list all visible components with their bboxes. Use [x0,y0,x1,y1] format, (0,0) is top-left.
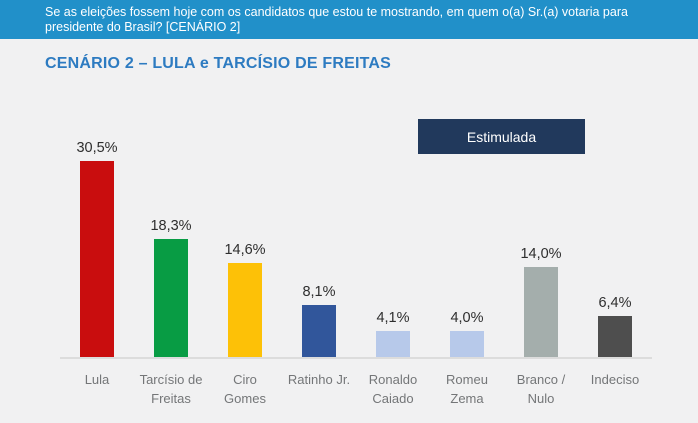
category-label-tarc-sio-de-freitas: Tarcísio de Freitas [134,370,208,408]
page-title: CENÁRIO 2 – LULA e TARCÍSIO DE FREITAS [45,55,391,72]
category-label-ronaldo-caiado: Ronaldo Caiado [356,370,430,408]
bar-lula [80,160,114,357]
category-label-line: Tarcísio de [139,372,203,387]
bar-ronaldo-caiado [376,330,410,357]
bar-romeu-zema [450,331,484,357]
bar-value-label: 14,0% [520,245,562,262]
category-label-ciro-gomes: Ciro Gomes [208,370,282,408]
bar-column-ronaldo-caiado: 4,1% [356,310,430,357]
bar-column-tarc-sio-de-freitas: 18,3% [134,218,208,357]
bar-column-ciro-gomes: 14,6% [208,242,282,357]
bar-value-label: 8,1% [302,283,336,300]
category-label-line: Zema [450,391,484,406]
bar-value-label: 6,4% [598,294,632,311]
category-label-line: Ronaldo [368,372,418,387]
chart-bars-area: 30,5% 18,3% 14,6% 8,1% 4,1% 4,0% 14,0% 6,4% [60,118,652,359]
bar-indeciso [598,315,632,357]
category-label-line: Gomes [224,391,266,406]
category-label-line: Nulo [527,391,555,406]
bar-column-ratinho-jr: 8,1% [282,284,356,357]
bar-tarc-sio-de-freitas [154,239,188,357]
bar-chart: 30,5% 18,3% 14,6% 8,1% 4,1% 4,0% 14,0% 6,4% Lul… [60,118,652,408]
bar-column-branco-nulo: 14,0% [504,246,578,357]
category-label-line: Branco / [516,372,566,387]
bar-value-label: 14,6% [224,242,266,259]
bar-column-indeciso: 6,4% [578,295,652,357]
bar-value-label: 30,5% [76,139,118,156]
bar-column-romeu-zema: 4,0% [430,310,504,357]
category-label-lula: Lula [60,370,134,408]
category-label-line: Romeu [446,372,488,387]
category-label-line: Ciro [233,372,257,387]
category-label-romeu-zema: Romeu Zema [430,370,504,408]
category-label-branco-nulo: Branco / Nulo [504,370,578,408]
bar-value-label: 4,1% [376,309,410,326]
bar-value-label: 4,0% [450,310,484,327]
category-label-line: Ratinho Jr. [287,372,351,387]
category-label-line: Lula [84,372,110,387]
bar-branco-nulo [524,266,558,357]
category-label-ratinho-jr: Ratinho Jr. [282,370,356,408]
bar-ratinho-jr [302,304,336,357]
category-label-indeciso: Indeciso [578,370,652,408]
category-label-line: Caiado [372,391,414,406]
bar-value-label: 18,3% [150,218,192,235]
category-label-line: Indeciso [590,372,640,387]
bar-ciro-gomes [228,263,262,357]
chart-category-labels: Lula Tarcísio de Freitas Ciro Gomes Ratinho J… [60,370,652,408]
category-label-line: Freitas [151,391,191,406]
bar-column-lula: 30,5% [60,140,134,357]
question-header-bar: Se as eleições fossem hoje com os candid… [0,0,698,39]
stimulated-badge: Estimulada [418,119,585,154]
question-text: Se as eleições fossem hoje com os candid… [45,5,628,34]
